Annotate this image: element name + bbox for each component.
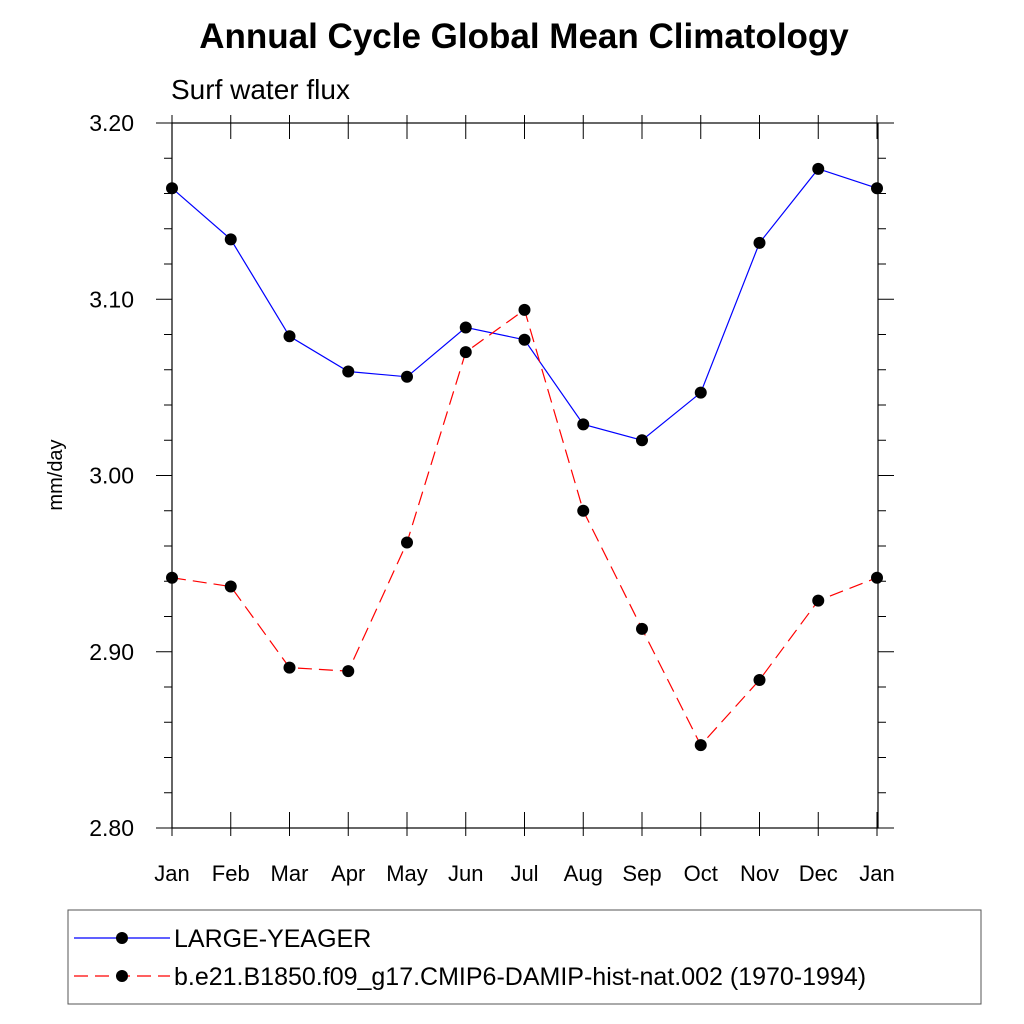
- series-line: [171, 308, 878, 747]
- chart-title: Annual Cycle Global Mean Climatology: [199, 17, 849, 56]
- data-point: [871, 571, 883, 584]
- data-point: [401, 536, 413, 549]
- chart-subtitle: Surf water flux: [171, 74, 350, 105]
- x-tick-label: Jul: [510, 861, 538, 886]
- data-point: [577, 504, 590, 517]
- x-tick-label: Dec: [799, 861, 838, 886]
- data-point: [812, 594, 825, 607]
- y-tick-label: 3.00: [89, 463, 134, 489]
- legend-label-2: b.e21.B1850.f09_g17.CMIP6-DAMIP-hist-nat…: [174, 963, 866, 991]
- y-tick-label: 3.10: [89, 286, 134, 312]
- data-point: [871, 182, 883, 195]
- data-point: [283, 661, 296, 674]
- legend-marker-1: [116, 932, 128, 944]
- y-tick-label: 2.80: [89, 815, 134, 841]
- data-point: [694, 739, 707, 752]
- data-point: [753, 673, 766, 686]
- x-tick-label: Apr: [331, 861, 365, 886]
- data-point: [224, 233, 237, 246]
- data-point: [459, 321, 472, 334]
- x-tick-label: Nov: [740, 861, 779, 886]
- legend: LARGE-YEAGER b.e21.B1850.f09_g17.CMIP6-DA…: [67, 909, 982, 1005]
- data-point: [459, 346, 472, 359]
- data-point: [753, 236, 766, 249]
- data-point: [812, 162, 825, 175]
- x-tick-label: Jan: [859, 861, 894, 886]
- legend-marker-2: [116, 970, 128, 982]
- x-tick-label: Oct: [684, 861, 718, 886]
- x-tick-label: Jan: [154, 861, 189, 886]
- plot-frame: [171, 122, 879, 829]
- legend-label-1: LARGE-YEAGER: [174, 925, 371, 953]
- data-point: [694, 386, 707, 399]
- x-tick-label: Feb: [212, 861, 250, 886]
- legend-box: [67, 909, 982, 1005]
- data-point: [166, 571, 178, 584]
- series-1: [166, 162, 883, 447]
- data-point: [636, 434, 648, 447]
- data-point: [283, 330, 296, 343]
- data-point: [518, 303, 531, 316]
- y-axis-label: mm/day: [45, 439, 67, 510]
- data-point: [636, 622, 648, 635]
- x-tick-label: May: [386, 861, 428, 886]
- x-tick-label: Aug: [564, 861, 603, 886]
- y-tick-label: 3.20: [89, 110, 134, 136]
- x-tick-label: Sep: [622, 861, 661, 886]
- data-point: [166, 182, 178, 195]
- data-point: [224, 580, 237, 593]
- x-tick-label: Mar: [271, 861, 309, 886]
- data-point: [577, 418, 590, 431]
- data-point: [342, 365, 355, 378]
- data-point: [518, 333, 531, 346]
- plot-area: 2.80 2.90 3.00 3.10 3.20 Jan Feb Mar Apr May Jun Ju…: [89, 110, 895, 886]
- data-point: [401, 370, 413, 383]
- series-2: [166, 303, 883, 752]
- y-tick-label: 2.90: [89, 639, 134, 665]
- data-point: [342, 665, 355, 678]
- x-tick-label: Jun: [448, 861, 483, 886]
